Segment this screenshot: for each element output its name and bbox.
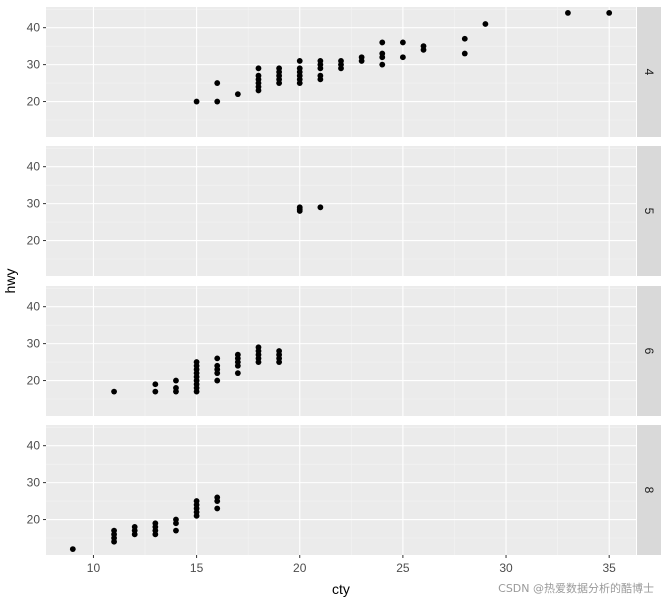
facet-strip-label: 4: [642, 69, 656, 76]
data-point: [214, 377, 221, 384]
data-point: [131, 524, 138, 530]
panels-layer: 20 30 40 4 20 30 40 5 20 30 40 6 20 30 40 8: [27, 7, 661, 555]
facet-strip: [637, 425, 661, 555]
data-point: [379, 61, 386, 68]
data-point: [173, 377, 179, 384]
data-point: [214, 494, 221, 501]
data-point: [296, 58, 303, 64]
facet-strip-label: 8: [642, 487, 656, 494]
y-tick-label: 20: [27, 513, 41, 527]
x-axis-title: cty: [332, 581, 350, 597]
data-point: [152, 520, 159, 527]
data-point: [276, 65, 283, 72]
data-point: [317, 72, 324, 79]
x-tick-label: 20: [293, 561, 307, 575]
data-point: [234, 351, 241, 358]
y-tick-label: 30: [27, 197, 41, 211]
data-point: [193, 498, 200, 504]
watermark: CSDN @热爱数据分析的酷博士: [498, 582, 654, 595]
data-point: [338, 58, 344, 64]
data-point: [111, 527, 117, 534]
y-tick-label: 40: [27, 300, 41, 314]
data-point: [234, 370, 241, 377]
data-point: [214, 80, 221, 86]
y-tick-label: 30: [27, 58, 41, 72]
y-tick-label: 20: [27, 234, 41, 248]
data-point: [482, 21, 489, 27]
x-tick-label: 25: [396, 561, 410, 575]
data-point: [173, 385, 179, 391]
y-tick-label: 20: [27, 374, 41, 388]
facet-strip: [637, 7, 661, 137]
data-point: [255, 65, 262, 72]
data-point: [173, 516, 179, 523]
y-tick-label: 40: [27, 160, 41, 174]
data-point: [69, 546, 76, 552]
panel-background: [46, 146, 636, 276]
panel-background: [46, 425, 636, 555]
data-point: [234, 91, 241, 98]
data-point: [461, 50, 468, 57]
y-tick-label: 40: [27, 439, 41, 453]
data-point: [214, 505, 221, 512]
facet-panel-4: 20 30 40 4: [27, 7, 661, 137]
facet-strip-label: 6: [642, 348, 656, 355]
data-point: [255, 344, 262, 351]
data-point: [255, 72, 262, 79]
facet-strip-label: 5: [642, 208, 656, 215]
data-point: [399, 54, 406, 61]
y-axis-title: hwy: [2, 269, 18, 294]
x-tick-label: 10: [87, 561, 101, 575]
data-point: [193, 98, 200, 105]
data-point: [276, 348, 283, 354]
data-point: [420, 43, 427, 50]
facet-panel-6: 20 30 40 6: [27, 286, 661, 416]
facet-strip: [637, 146, 661, 276]
data-point: [358, 54, 365, 61]
data-point: [379, 39, 386, 46]
x-tick-label: 35: [603, 561, 617, 575]
x-axis: 10 15 20 25 30 35: [87, 555, 616, 575]
data-point: [111, 388, 117, 395]
x-tick-label: 15: [190, 561, 204, 575]
y-tick-label: 30: [27, 337, 41, 351]
data-point: [317, 204, 324, 211]
data-point: [565, 10, 571, 16]
data-point: [296, 65, 303, 72]
data-point: [193, 359, 200, 365]
data-point: [296, 204, 303, 211]
data-point: [214, 98, 221, 105]
data-point: [152, 381, 159, 388]
data-point: [173, 527, 179, 534]
y-tick-label: 40: [27, 21, 41, 35]
facet-panel-5: 20 30 40 5: [27, 146, 661, 276]
data-point: [214, 355, 221, 362]
facet-panel-8: 20 30 40 8: [27, 425, 661, 555]
data-point: [379, 50, 386, 57]
y-tick-label: 30: [27, 476, 41, 490]
data-point: [317, 58, 324, 64]
panel-background: [46, 7, 636, 137]
data-point: [214, 362, 221, 369]
panel-background: [46, 286, 636, 416]
data-point: [399, 39, 406, 46]
data-point: [152, 388, 159, 395]
x-tick-label: 30: [499, 561, 513, 575]
data-point: [461, 35, 468, 42]
y-tick-label: 20: [27, 95, 41, 109]
data-point: [606, 10, 613, 16]
facet-strip: [637, 286, 661, 416]
